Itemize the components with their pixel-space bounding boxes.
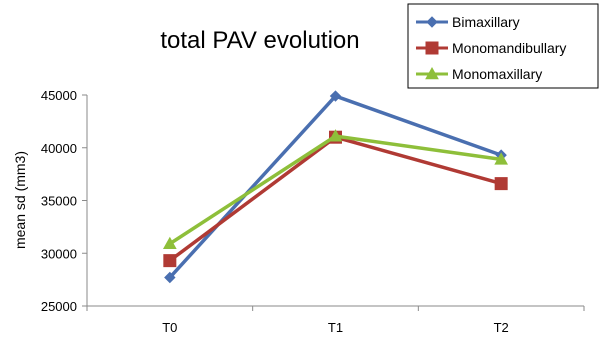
data-point <box>163 254 177 268</box>
legend-item: Monomaxillary <box>416 66 542 82</box>
legend-item: Bimaxillary <box>416 14 520 30</box>
legend-marker <box>425 66 439 80</box>
data-point <box>164 271 176 284</box>
series-line <box>168 134 502 246</box>
x-tick-label: T2 <box>494 320 509 335</box>
data-point <box>494 152 509 165</box>
series-monomaxillary <box>162 129 509 250</box>
series-bimaxillary <box>164 90 507 284</box>
legend-label: Monomaxillary <box>452 66 542 82</box>
chart-title: total PAV evolution <box>160 27 359 54</box>
legend-item: Monomandibullary <box>416 40 566 56</box>
series-line <box>168 94 502 279</box>
legend-marker <box>426 16 438 28</box>
x-tick-label: T1 <box>328 320 343 335</box>
y-axis-label: mean sd (mm3) <box>12 151 28 249</box>
legend-marker <box>425 41 439 55</box>
data-point <box>329 90 342 102</box>
x-tick-label: T0 <box>162 320 177 335</box>
series-layer <box>162 90 509 284</box>
data-point <box>328 129 343 142</box>
axes: 25000 30000 35000 40000 45000 T0 T1 T2 <box>41 88 585 335</box>
data-point <box>162 236 177 250</box>
y-tick-label: 30000 <box>41 246 77 261</box>
y-tick-label: 35000 <box>41 194 77 209</box>
legend: Bimaxillary Monomandibullary Monomaxillary <box>407 3 599 89</box>
y-tick-label: 45000 <box>41 88 77 103</box>
data-point <box>494 177 508 191</box>
series-line <box>168 135 502 263</box>
y-tick-label: 25000 <box>41 299 77 314</box>
y-tick-label: 40000 <box>41 141 77 156</box>
legend-label: Monomandibullary <box>452 40 566 56</box>
legend-label: Bimaxillary <box>452 14 520 30</box>
